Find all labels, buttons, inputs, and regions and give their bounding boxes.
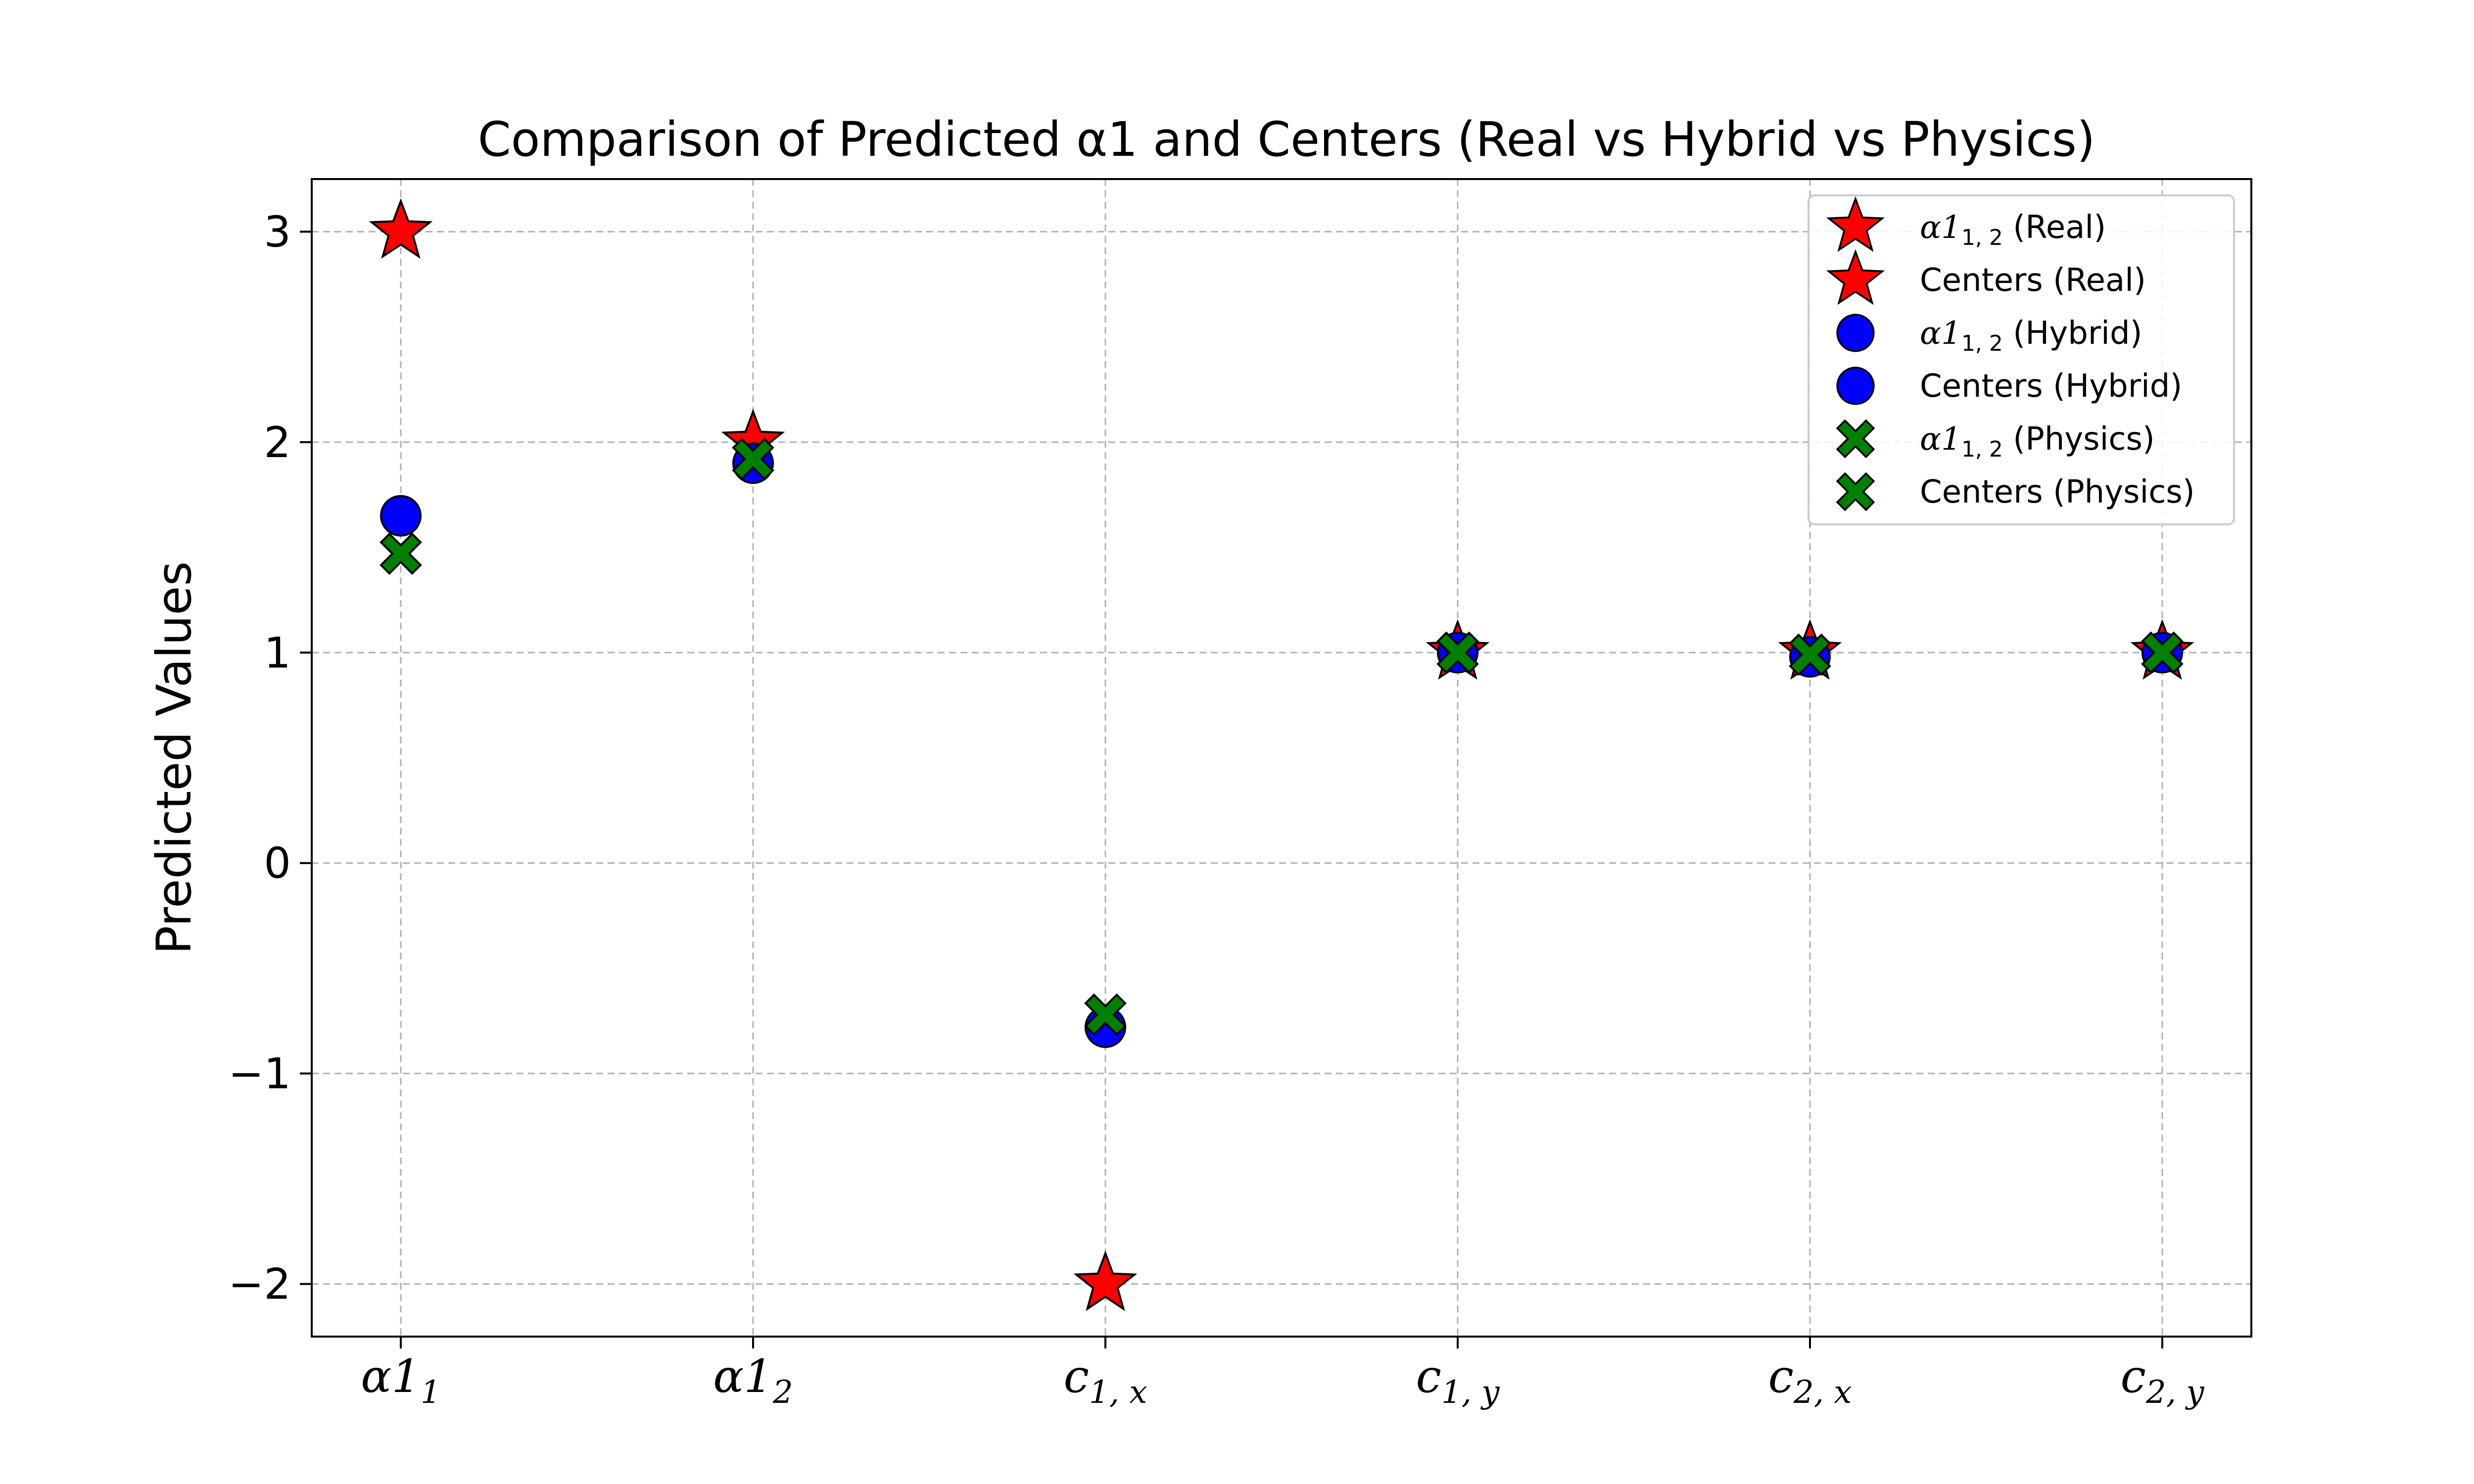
legend-label: α11, 2 (Real) [1920, 209, 2106, 250]
x-tick-label: c2, y [2120, 1350, 2204, 1411]
legend-label: α11, 2 (Physics) [1920, 421, 2155, 462]
legend-label: Centers (Hybrid) [1920, 368, 2182, 405]
y-tick-label: 3 [264, 207, 291, 257]
x-tick-label: c1, x [1063, 1350, 1147, 1411]
data-point-physics [2141, 631, 2184, 674]
plot-area-frame [311, 178, 2252, 1338]
data-point-physics [1436, 631, 1479, 674]
x-tick-label: α11 [361, 1350, 440, 1411]
data-point-physics [1789, 633, 1831, 676]
chart-title: Comparison of Predicted α1 and Centers (… [478, 112, 2095, 167]
data-point-physics [380, 532, 422, 575]
x-tick-label: c1, y [1416, 1350, 1500, 1411]
series-physics-x [380, 438, 774, 575]
data-point-real [369, 198, 433, 259]
legend-box [1808, 194, 2235, 525]
series-hybrid-circle [1085, 632, 2183, 1048]
series-real-star [1073, 619, 2194, 1311]
legend-label: α11, 2 (Hybrid) [1920, 315, 2142, 356]
legend-marker-circle [1836, 367, 1875, 405]
x-tick-label: α12 [713, 1350, 793, 1411]
legend-marker-star [1826, 196, 1885, 252]
x-axis-ticks: α11 α12 c1, x c1, y c2, x c2, y [361, 1337, 2204, 1411]
legend-marker-x [1836, 419, 1875, 459]
legend-label: Centers (Physics) [1920, 474, 2195, 510]
y-tick-label: 0 [264, 839, 291, 888]
y-tick-label: 1 [264, 628, 291, 678]
data-point-physics [1084, 993, 1127, 1036]
series-real-star [369, 198, 785, 469]
legend: α11, 2 (Real) Centers (Real) α11, 2 (Hybri… [1808, 194, 2235, 525]
data-markers [369, 198, 2194, 1311]
legend-label: Centers (Real) [1920, 262, 2146, 299]
data-point-physics [732, 438, 774, 480]
x-tick-label: c2, x [1768, 1350, 1852, 1411]
series-physics-x [1084, 631, 2184, 1036]
y-tick-label: 2 [264, 418, 291, 467]
data-point-hybrid [380, 495, 422, 537]
y-axis-ticks: 3 2 1 0 −1 −2 [228, 207, 312, 1309]
y-tick-label: −2 [228, 1260, 291, 1309]
legend-marker-x [1836, 472, 1875, 511]
series-hybrid-circle [380, 442, 774, 537]
data-point-real [1073, 1250, 1138, 1311]
y-tick-label: −1 [228, 1049, 291, 1099]
legend-marker-circle [1836, 314, 1875, 352]
legend-marker-star [1826, 249, 1885, 305]
y-axis-label: Predicted Values [146, 561, 202, 955]
